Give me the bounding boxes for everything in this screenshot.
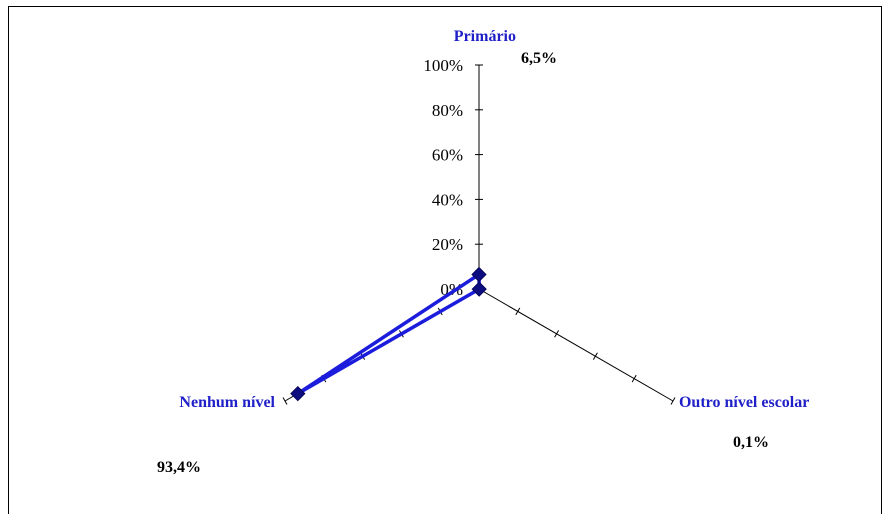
- value-labels: 6,5% 0,1% 93,4%: [157, 50, 769, 476]
- category-labels: Primário Outro nível escolar Nenhum níve…: [179, 28, 809, 411]
- radar-tick: [554, 330, 560, 338]
- radar-tick: [592, 352, 598, 360]
- radar-axes: [284, 65, 674, 402]
- series-marker: [471, 281, 487, 297]
- series-marker: [290, 385, 306, 402]
- value-label-primario: 6,5%: [521, 50, 557, 67]
- radar-tick: [670, 397, 676, 405]
- category-label-outro-nivel: Outro nível escolar: [679, 394, 809, 411]
- r-tick-label: 80%: [432, 101, 463, 120]
- r-tick-label: 60%: [432, 146, 463, 165]
- chart-frame: [8, 6, 882, 514]
- radar-tick: [282, 397, 288, 405]
- radar-series: [290, 266, 487, 402]
- series-line: [296, 271, 481, 396]
- value-label-nenhum-nivel: 93,4%: [157, 459, 201, 476]
- r-tick-label: 40%: [432, 190, 463, 209]
- category-label-nenhum-nivel: Nenhum nível: [179, 394, 275, 411]
- radar-tick: [515, 307, 521, 316]
- radar-tick-labels: 0% 20% 40% 60% 80% 100%: [423, 56, 463, 299]
- radar-tick: [631, 374, 637, 383]
- radar-axis-line: [478, 288, 674, 402]
- r-tick-label: 20%: [432, 235, 463, 254]
- series-marker: [471, 266, 487, 283]
- r-tick-label: 100%: [423, 56, 463, 75]
- value-label-outro-nivel: 0,1%: [733, 434, 769, 451]
- category-label-primario: Primário: [454, 28, 516, 45]
